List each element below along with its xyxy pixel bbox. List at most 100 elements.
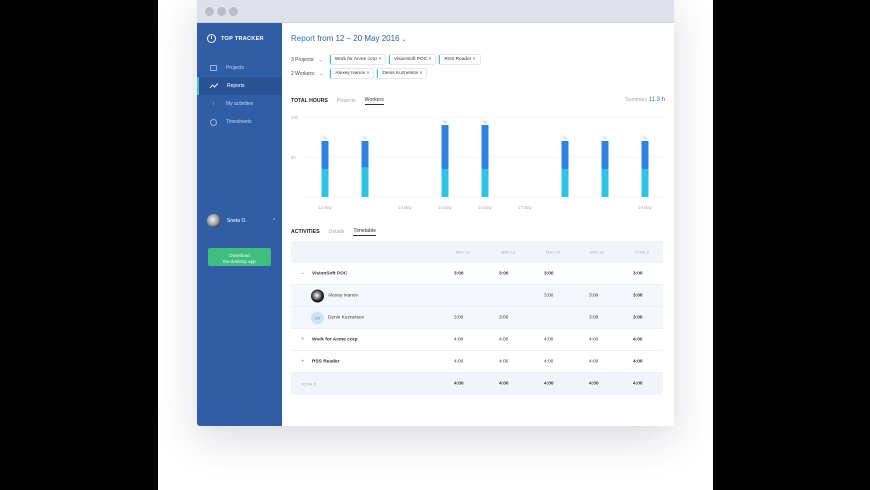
maximize-window-icon[interactable]	[229, 7, 238, 16]
table-row[interactable]: Alexey Ivanov 3:00 3:00 3:00	[291, 285, 663, 307]
workers-filter: 2 Workers: ⌄ Alexey Ivanov × Denis Kuzne…	[291, 69, 427, 78]
x-tick-label: 16 May	[478, 205, 493, 210]
chart-bar	[441, 125, 449, 169]
chip-label: Alexey Ivanov	[335, 71, 366, 76]
chart-bar	[481, 125, 489, 169]
close-window-icon[interactable]	[205, 7, 214, 16]
activities-title: ACTIVITIES	[291, 229, 320, 235]
row-name: Denis Kuznetsov	[328, 315, 364, 320]
table-row[interactable]: – VisionSoft POC 3:00 3:00 3:00 3:00	[291, 263, 663, 285]
total-hours-title: TOTAL HOURS	[291, 98, 328, 104]
user-menu[interactable]: Sneta O. ^	[207, 214, 275, 228]
cell-value: 3:00	[499, 315, 509, 320]
workers-filter-label: 2 Workers:	[291, 70, 316, 77]
project-chip[interactable]: RSS Reader ×	[439, 55, 480, 64]
collapse-icon[interactable]: –	[301, 270, 305, 277]
download-desktop-app-button[interactable]: Download the desktop app	[208, 248, 271, 266]
table-row[interactable]: + Work for Acme corp 4:00 4:00 4:00 4:00…	[291, 329, 663, 351]
expand-icon[interactable]: +	[301, 336, 305, 343]
chevron-down-icon[interactable]: ⌄	[319, 70, 324, 77]
cell-value: 4:00	[544, 359, 554, 364]
y-tick-label: 5h	[291, 155, 296, 160]
bar-data-label: 7h	[603, 136, 607, 140]
project-chip[interactable]: VisionSoft POC ×	[389, 55, 436, 64]
minimize-window-icon[interactable]	[217, 7, 226, 16]
main-content: Report from 12 – 20 May 2016 ⌄ 3 Project…	[282, 23, 674, 426]
chip-label: Work for Acme corp	[334, 57, 377, 62]
chevron-up-icon: ^	[272, 218, 275, 224]
row-name: VisionSoft POC	[312, 271, 348, 276]
x-tick-label: 14 May	[398, 205, 413, 210]
brand-logo[interactable]: TOP TRACKER	[207, 34, 264, 43]
stopwatch-icon	[207, 34, 216, 43]
activities-header: ACTIVITIES Details Timetable	[291, 228, 376, 236]
close-icon[interactable]: ×	[378, 57, 382, 62]
report-prefix: Report	[291, 34, 316, 43]
sidebar-item-my-activities[interactable]: i My activities	[197, 95, 282, 113]
chart-bar	[561, 141, 569, 169]
project-chip[interactable]: Work for Acme corp ×	[329, 55, 386, 64]
cell-value: 4:00	[544, 337, 554, 342]
page-title[interactable]: Report from 12 – 20 May 2016 ⌄	[291, 34, 407, 43]
chart-bar	[641, 169, 649, 197]
cell-value: 3:00	[589, 315, 599, 320]
sidebar-item-reports[interactable]: Reports	[197, 77, 282, 95]
cell-value: 3:00	[454, 315, 464, 320]
close-icon[interactable]: ×	[419, 71, 423, 76]
window-titlebar	[197, 0, 674, 23]
user-name: Sneta O.	[227, 218, 247, 224]
chart-bar	[321, 169, 329, 197]
cell-value: 3:00	[454, 271, 464, 276]
avatar	[311, 289, 324, 302]
summary-label: Summary	[625, 97, 648, 103]
table-header-row: MAY 12 MAY 13 MAY 14 MAY 15 TOTALS	[291, 241, 663, 263]
cell-value: 4:00	[633, 337, 643, 342]
x-tick-label: 15 May	[438, 205, 453, 210]
sidebar-item-timesheets[interactable]: Timesheets	[197, 113, 282, 131]
chevron-down-icon[interactable]: ⌄	[318, 56, 323, 63]
chart-bar	[441, 169, 449, 197]
worker-chip[interactable]: Denis Kuznetsov ×	[377, 69, 427, 78]
chip-label: VisionSoft POC	[394, 57, 428, 62]
chevron-down-icon: ⌄	[401, 37, 407, 43]
close-icon[interactable]: ×	[428, 57, 432, 62]
x-tick-label: 12 May	[318, 205, 333, 210]
total-hours-header: TOTAL HOURS Projects Workers	[291, 97, 384, 105]
cell-value: 4:00	[454, 359, 464, 364]
folder-icon	[210, 65, 217, 71]
cell-value: 4:00	[499, 337, 509, 342]
chart-bar	[481, 169, 489, 197]
chart-bar	[601, 141, 609, 169]
cell-value: 4:00	[544, 381, 554, 387]
tab-workers[interactable]: Workers	[364, 97, 384, 105]
chart-bar	[641, 141, 649, 169]
close-icon[interactable]: ×	[366, 71, 370, 76]
expand-icon[interactable]: +	[301, 358, 305, 365]
tab-timetable[interactable]: Timetable	[353, 228, 376, 236]
cell-value: 4:00	[589, 337, 599, 342]
cell-value: 3:00	[499, 271, 509, 276]
x-tick-label: 19 May	[638, 205, 653, 210]
cell-value: 4:00	[454, 381, 464, 387]
cell-value: 3:00	[589, 293, 599, 298]
total-hours-chart: 10h 5h 7h 12 May 7h 14 May 9h 15 May 9h 16 May 17 …	[291, 115, 665, 210]
cell-value: 4:00	[589, 381, 599, 387]
sidebar-item-label: Projects	[226, 65, 245, 71]
cell-value: 3:00	[544, 271, 554, 276]
sidebar-item-projects[interactable]: Projects	[197, 59, 282, 77]
chip-label: Denis Kuznetsov	[382, 71, 419, 76]
row-name: Work for Acme corp	[312, 337, 358, 342]
tab-details[interactable]: Details	[328, 229, 345, 235]
projects-filter-label: 3 Projects:	[291, 56, 315, 63]
cell-value: 4:00	[633, 359, 643, 364]
x-tick-label: 17 May	[518, 205, 533, 210]
table-row[interactable]: + RSS Reader 4:00 4:00 4:00 4:00 4:00	[291, 351, 663, 373]
bar-data-label: 7h	[323, 136, 327, 140]
table-row[interactable]: DK Denis Kuznetsov 3:00 3:00 3:00 3:00	[291, 307, 663, 329]
close-icon[interactable]: ×	[472, 57, 476, 62]
cell-value: 4:00	[499, 359, 509, 364]
worker-chip[interactable]: Alexey Ivanov ×	[330, 69, 374, 78]
tab-projects[interactable]: Projects	[336, 98, 356, 104]
bar-data-label: 7h	[643, 136, 647, 140]
info-icon: i	[212, 101, 215, 107]
